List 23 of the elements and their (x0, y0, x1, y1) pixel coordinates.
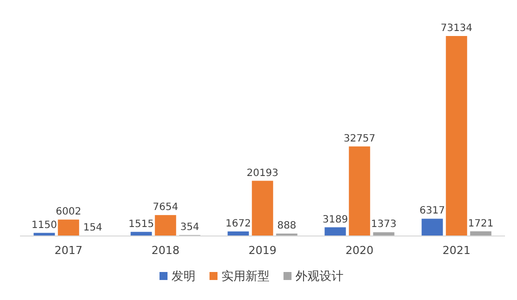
data-label: 888 (277, 220, 296, 232)
x-tick-label: 2018 (152, 244, 180, 257)
data-label: 1515 (128, 218, 154, 230)
data-label: 6002 (56, 206, 82, 218)
data-label: 1373 (371, 219, 396, 230)
data-label: 7654 (152, 202, 178, 214)
data-label: 1672 (226, 218, 251, 230)
legend-label: 发明 (172, 269, 196, 283)
data-label: 354 (180, 222, 200, 234)
data-label: 3189 (322, 214, 348, 226)
data-label: 154 (83, 222, 102, 234)
legend-label: 外观设计 (296, 269, 344, 283)
data-label: 20193 (246, 168, 278, 179)
data-label: 1150 (32, 220, 57, 231)
x-tick-label: 2019 (248, 244, 276, 257)
legend-label: 实用新型 (222, 269, 270, 283)
data-label: 32757 (344, 133, 376, 144)
data-label: 1721 (468, 218, 494, 230)
x-tick-label: 2020 (346, 244, 374, 257)
data-label: 6317 (420, 206, 445, 217)
x-tick-label: 2021 (442, 244, 470, 257)
data-label: 73134 (440, 23, 472, 34)
x-tick-label: 2017 (54, 244, 82, 257)
